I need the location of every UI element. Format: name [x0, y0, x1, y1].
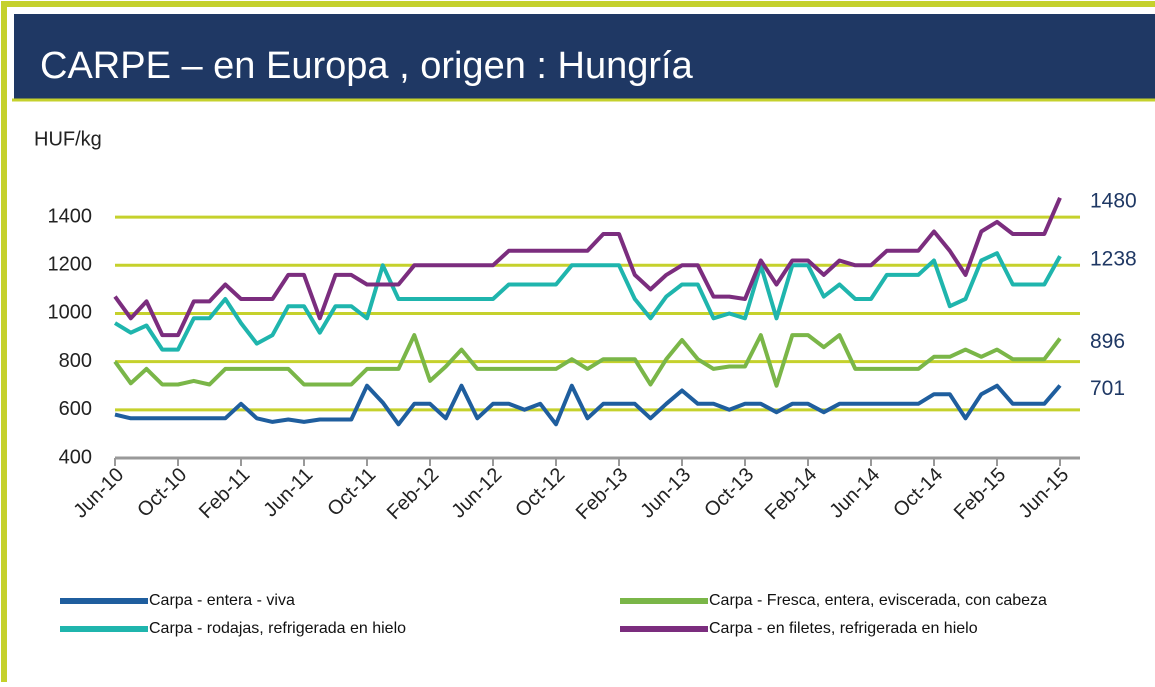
slide-title: CARPE – en Europa , origen : Hungría	[40, 45, 694, 87]
y-tick-label: 800	[59, 350, 92, 372]
y-tick-label: 1200	[48, 254, 93, 276]
series-line	[113, 333, 1062, 388]
end-value-label: 1238	[1090, 248, 1137, 271]
y-axis-label: HUF/kg	[34, 128, 102, 150]
end-value-label: 896	[1090, 330, 1125, 353]
legend-label: Carpa - Fresca, entera, eviscerada, con …	[709, 592, 1047, 609]
y-tick-label: 1000	[48, 302, 93, 324]
y-tick-label: 600	[59, 398, 92, 420]
series-line	[114, 383, 1062, 427]
end-value-label: 1480	[1090, 189, 1137, 212]
y-tick-label: 1400	[48, 205, 93, 227]
legend-label: Carpa - entera - viva	[149, 592, 295, 609]
series-line	[113, 251, 1062, 352]
series-line	[113, 197, 1062, 338]
legend-label: Carpa - en filetes, refrigerada en hielo	[709, 620, 978, 637]
y-tick-label: 400	[59, 446, 92, 468]
title-bar	[14, 14, 1155, 100]
legend-label: Carpa - rodajas, refrigerada en hielo	[149, 620, 406, 637]
end-value-label: 701	[1090, 377, 1125, 400]
